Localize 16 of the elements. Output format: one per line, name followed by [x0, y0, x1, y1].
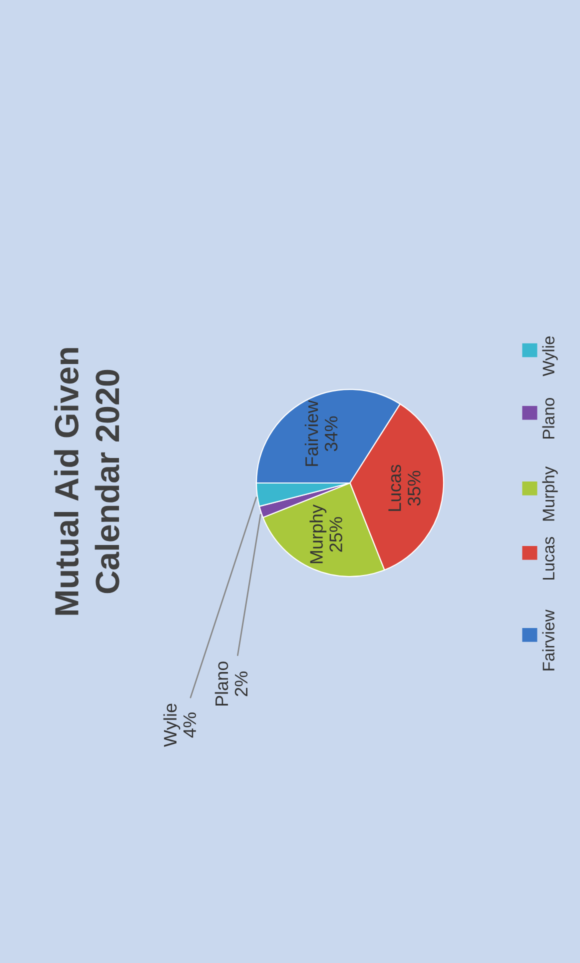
slice-label: Wylie: [163, 704, 180, 747]
legend-label: Lucas: [542, 537, 554, 580]
data-label: 34%: [324, 416, 338, 452]
slice-label: Fairview: [304, 400, 318, 466]
legend-label: Fairview: [542, 610, 554, 670]
data-label: 25%: [329, 517, 342, 552]
slice-label: Plano: [214, 662, 228, 706]
data-label: 2%: [234, 672, 248, 696]
legend-label: Plano: [542, 398, 554, 439]
data-label: 4%: [183, 712, 196, 738]
text: Mutual Aid Given Calendar 2020: [54, 348, 120, 615]
slice-label: Murphy: [310, 504, 326, 564]
legend-label: Murphy: [542, 466, 558, 521]
data-label: 35%: [408, 470, 420, 506]
slice-label: Lucas: [388, 464, 402, 511]
legend-label: Wylie: [542, 336, 558, 376]
